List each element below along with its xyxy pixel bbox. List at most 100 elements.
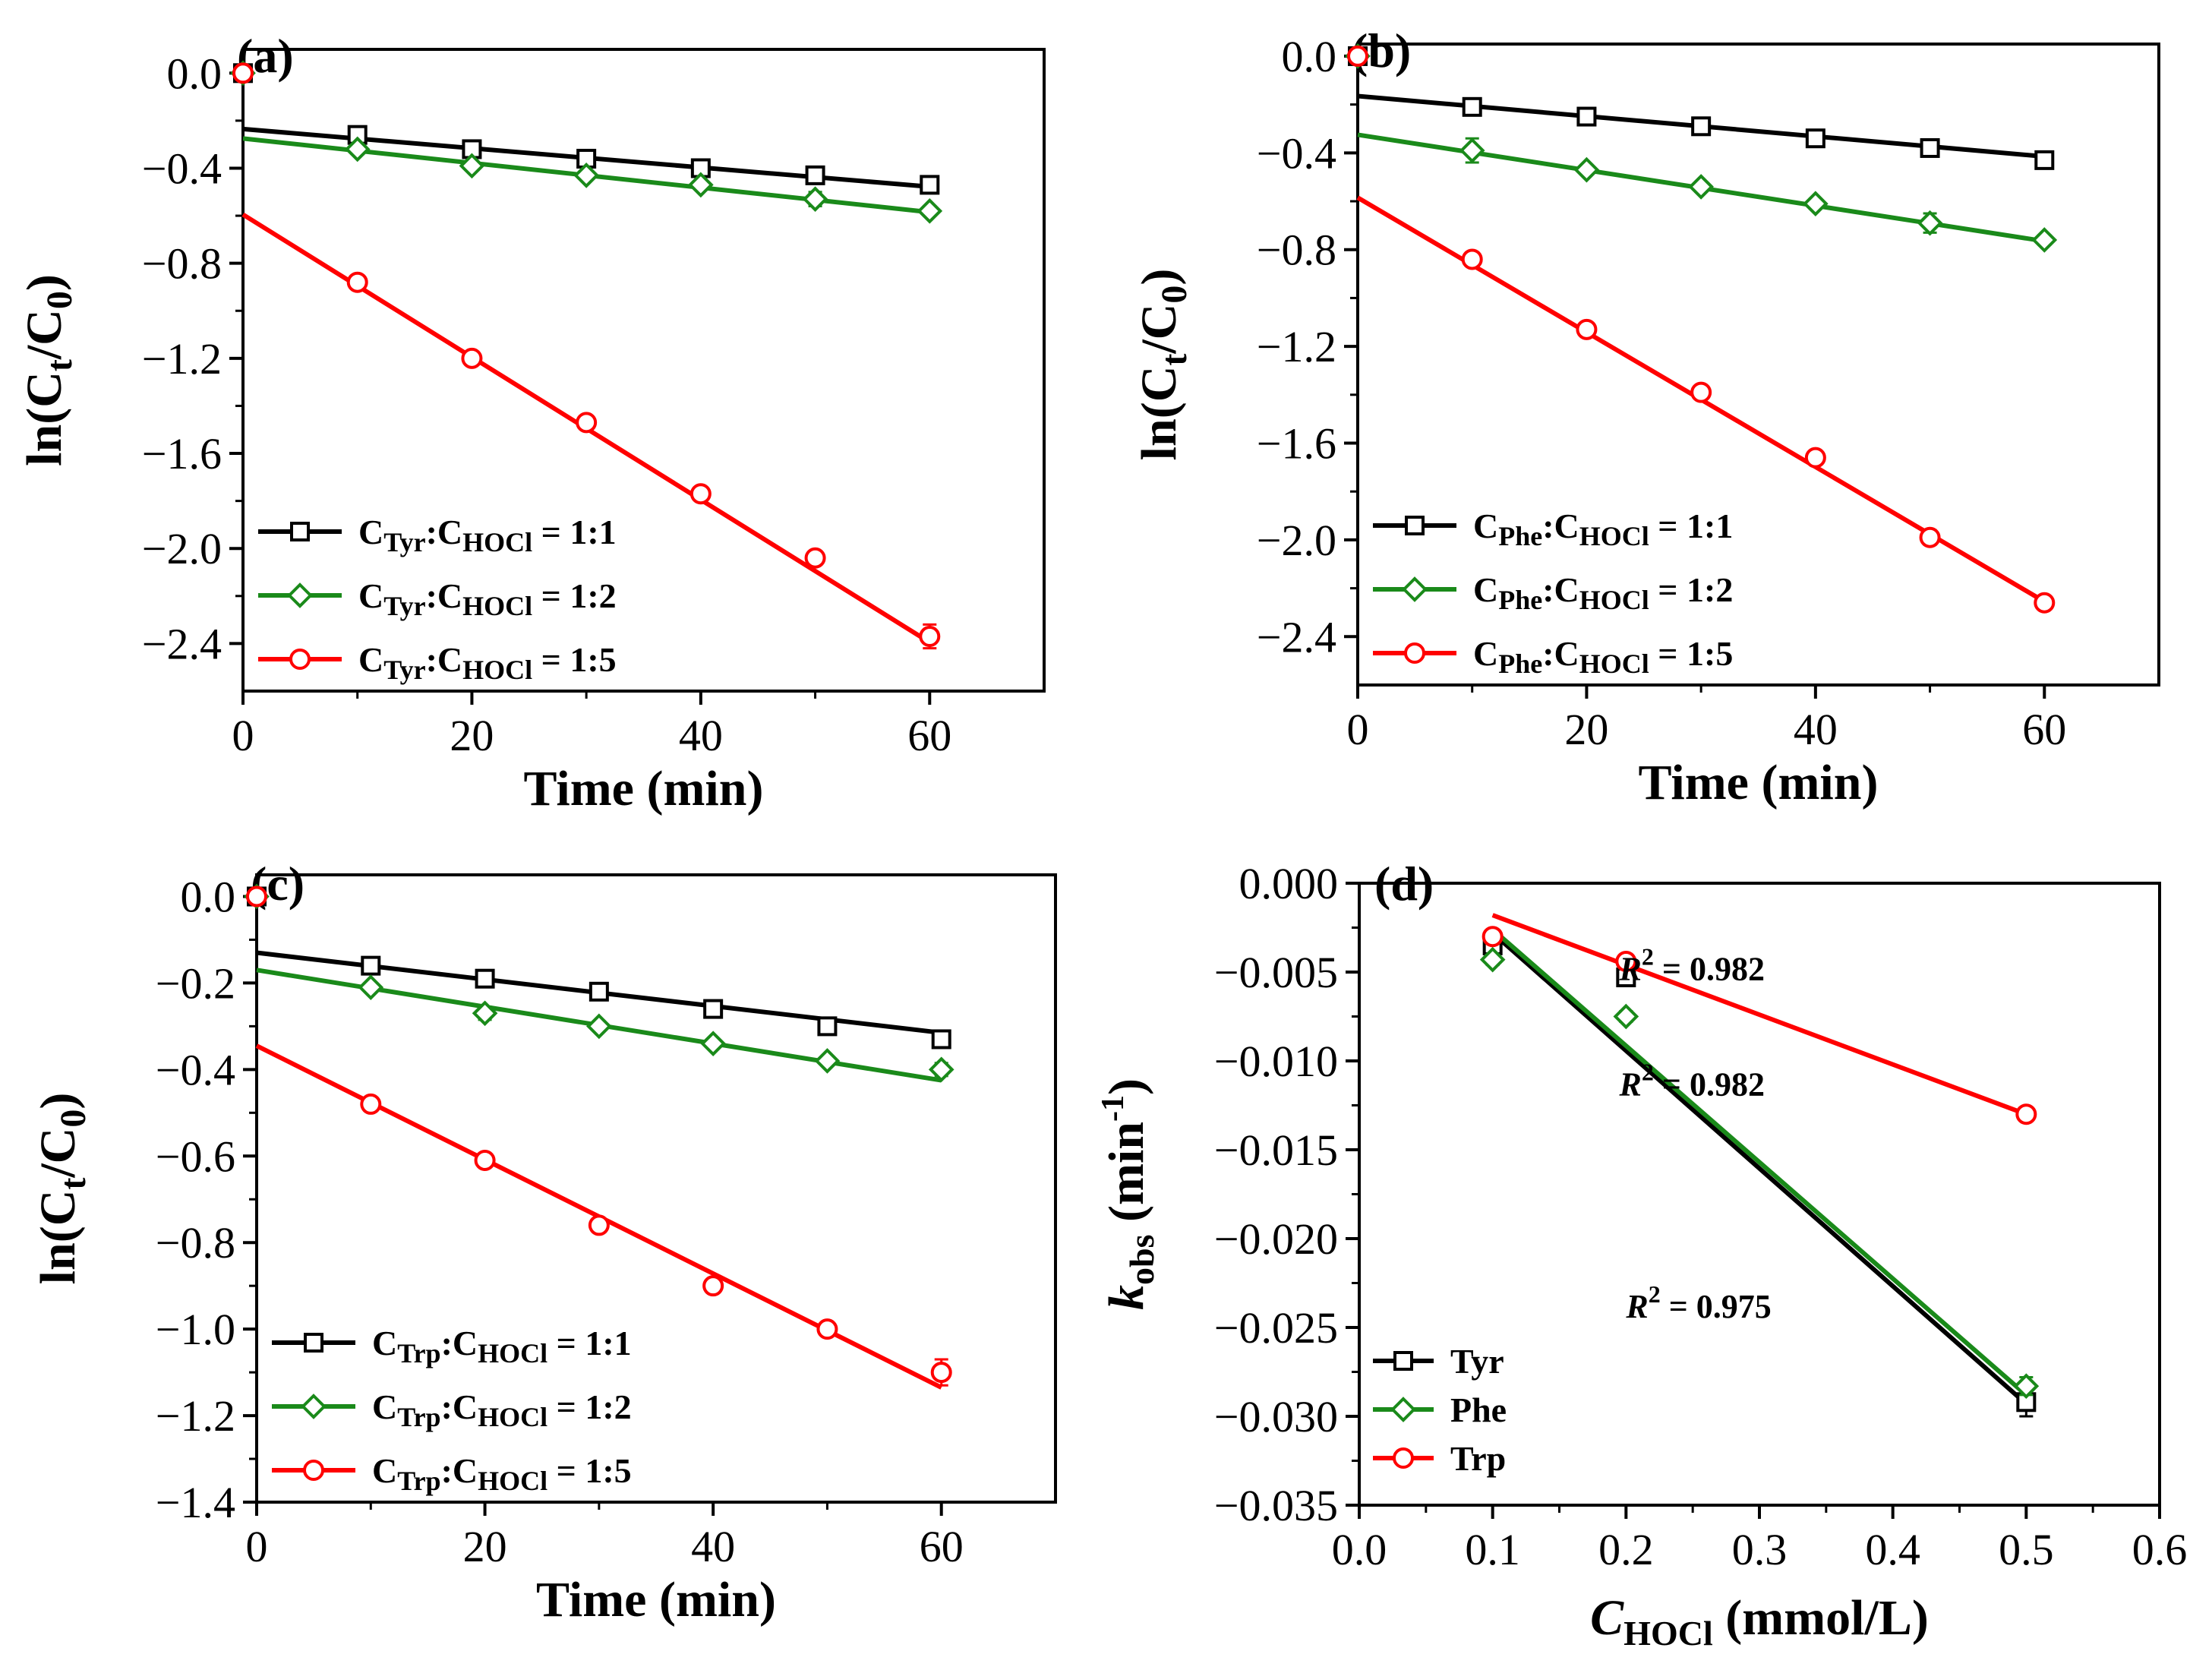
data-point <box>346 271 368 293</box>
y-tick-label: −1.2 <box>156 1391 235 1441</box>
legend-label: CTrp:CHOCl = 1:1 <box>372 1324 632 1368</box>
legend-label: Phe <box>1450 1390 1507 1429</box>
data-point <box>474 1149 496 1171</box>
data-point <box>1920 137 1940 158</box>
x-tick-label: 40 <box>679 711 723 760</box>
x-axis-title: CHOCl (mmol/L) <box>1590 1590 1929 1652</box>
data-point <box>1613 1003 1639 1030</box>
data-point <box>1804 447 1826 469</box>
x-tick-label: 0.6 <box>2132 1525 2188 1574</box>
legend-label: CTyr:CHOCl = 1:5 <box>358 640 617 685</box>
fit-line <box>1491 931 2028 1406</box>
data-point <box>930 1362 952 1384</box>
data-point <box>1917 210 1943 236</box>
legend-marker <box>1402 576 1428 602</box>
y-tick-label: −0.8 <box>1257 226 1336 275</box>
y-tick-label: −1.6 <box>1257 419 1336 469</box>
series-3 <box>246 885 952 1390</box>
chart-panel-2: (b)0 20 40 600.0−0.4−0.8−1.2−1.6−2.0−2.4Tim… <box>1131 24 2160 810</box>
x-tick-label: 40 <box>1794 705 1838 754</box>
legend-marker <box>301 1394 327 1419</box>
data-point <box>1459 137 1485 163</box>
y-axis-title: kobs (min-1) <box>1096 1078 1161 1310</box>
data-point <box>920 175 940 195</box>
data-point <box>1919 526 1941 548</box>
data-point <box>2031 227 2058 253</box>
data-point <box>2013 1373 2040 1400</box>
x-tick-label: 0.4 <box>1865 1525 1920 1574</box>
x-tick-label: 60 <box>2022 705 2066 754</box>
data-point <box>1688 174 1714 200</box>
data-point <box>919 626 941 648</box>
y-tick-label: −0.2 <box>156 958 235 1008</box>
x-tick-label: 60 <box>907 711 951 760</box>
series-2 <box>230 60 943 224</box>
data-point <box>917 197 943 224</box>
legend-marker <box>1393 1351 1413 1371</box>
chart-panel-4: (d)0.0 0.1 0.2 0.3 0.4 0.5 0.60.000−0.005−0.01… <box>1096 857 2187 1652</box>
series-1 <box>1348 46 2055 170</box>
legend-marker <box>1393 1447 1414 1469</box>
y-tick-label: −1.4 <box>156 1478 235 1527</box>
legend-marker <box>1390 1397 1416 1422</box>
y-tick-label: −2.4 <box>142 619 222 668</box>
data-point <box>1479 946 1506 973</box>
y-tick-label: −0.6 <box>156 1132 235 1181</box>
data-point <box>576 412 598 434</box>
y-tick-label: −0.005 <box>1214 948 1338 997</box>
x-tick-label: 0 <box>246 1522 268 1571</box>
data-point <box>360 1093 382 1115</box>
data-point <box>689 483 712 505</box>
y-tick-label: −0.8 <box>156 1218 235 1267</box>
y-tick-label: −1.6 <box>142 429 222 478</box>
y-tick-label: −1.0 <box>156 1305 235 1354</box>
legend-label: CPhe:CHOCl = 1:1 <box>1473 507 1733 551</box>
y-tick-label: −2.0 <box>142 524 222 573</box>
data-point <box>358 974 384 1000</box>
x-axis-title: Time (min) <box>1639 755 1879 810</box>
data-point <box>1803 191 1829 217</box>
data-point <box>931 1029 951 1050</box>
plot-frame <box>241 48 1046 693</box>
data-point <box>817 1016 838 1037</box>
data-point <box>1573 156 1600 183</box>
data-point <box>461 347 483 369</box>
y-tick-label: −0.010 <box>1214 1037 1338 1086</box>
data-point <box>1805 128 1825 149</box>
legend-label: CTrp:CHOCl = 1:5 <box>372 1451 632 1496</box>
x-tick-label: 20 <box>1564 705 1608 754</box>
y-tick-label: −2.0 <box>1257 516 1336 565</box>
data-point <box>361 955 381 976</box>
x-tick-label: 20 <box>463 1522 507 1571</box>
fit-line <box>1491 927 2028 1397</box>
y-tick-label: −0.4 <box>142 144 222 193</box>
data-point <box>1576 318 1598 340</box>
data-point <box>814 1048 841 1074</box>
data-point <box>472 1000 498 1027</box>
plot-frame <box>1356 43 2160 687</box>
data-point <box>688 172 714 198</box>
data-point <box>475 968 495 989</box>
data-point <box>588 981 609 1002</box>
y-tick-label: −0.4 <box>156 1045 235 1094</box>
data-point <box>804 547 826 569</box>
x-tick-label: 20 <box>450 711 494 760</box>
data-point <box>1615 950 1637 972</box>
x-tick-label: 0.1 <box>1465 1525 1520 1574</box>
y-tick-label: 0.000 <box>1239 859 1339 908</box>
r-squared-annotation: R2 = 0.982 <box>1619 1058 1765 1103</box>
legend-marker <box>303 1460 324 1481</box>
legend-label: CPhe:CHOCl = 1:2 <box>1473 570 1733 615</box>
y-tick-label: −1.2 <box>1257 322 1336 371</box>
series-3 <box>1482 913 2037 1125</box>
legend-marker <box>287 582 313 608</box>
data-point <box>459 153 485 179</box>
chart-panel-1: (a)0 20 40 600.0−0.4−0.8−1.2−1.6−2.0−2.4Tim… <box>17 29 1046 816</box>
r-squared-annotation: R2 = 0.975 <box>1625 1280 1771 1325</box>
legend: Tyr Phe Trp <box>1373 1342 1507 1478</box>
legend: CPhe:CHOCl = 1:1 CPhe:CHOCl = 1:2 CPhe:CHO… <box>1373 507 1733 679</box>
data-point <box>700 1031 726 1056</box>
legend-marker <box>1405 516 1425 535</box>
legend-label: CPhe:CHOCl = 1:5 <box>1473 634 1733 679</box>
